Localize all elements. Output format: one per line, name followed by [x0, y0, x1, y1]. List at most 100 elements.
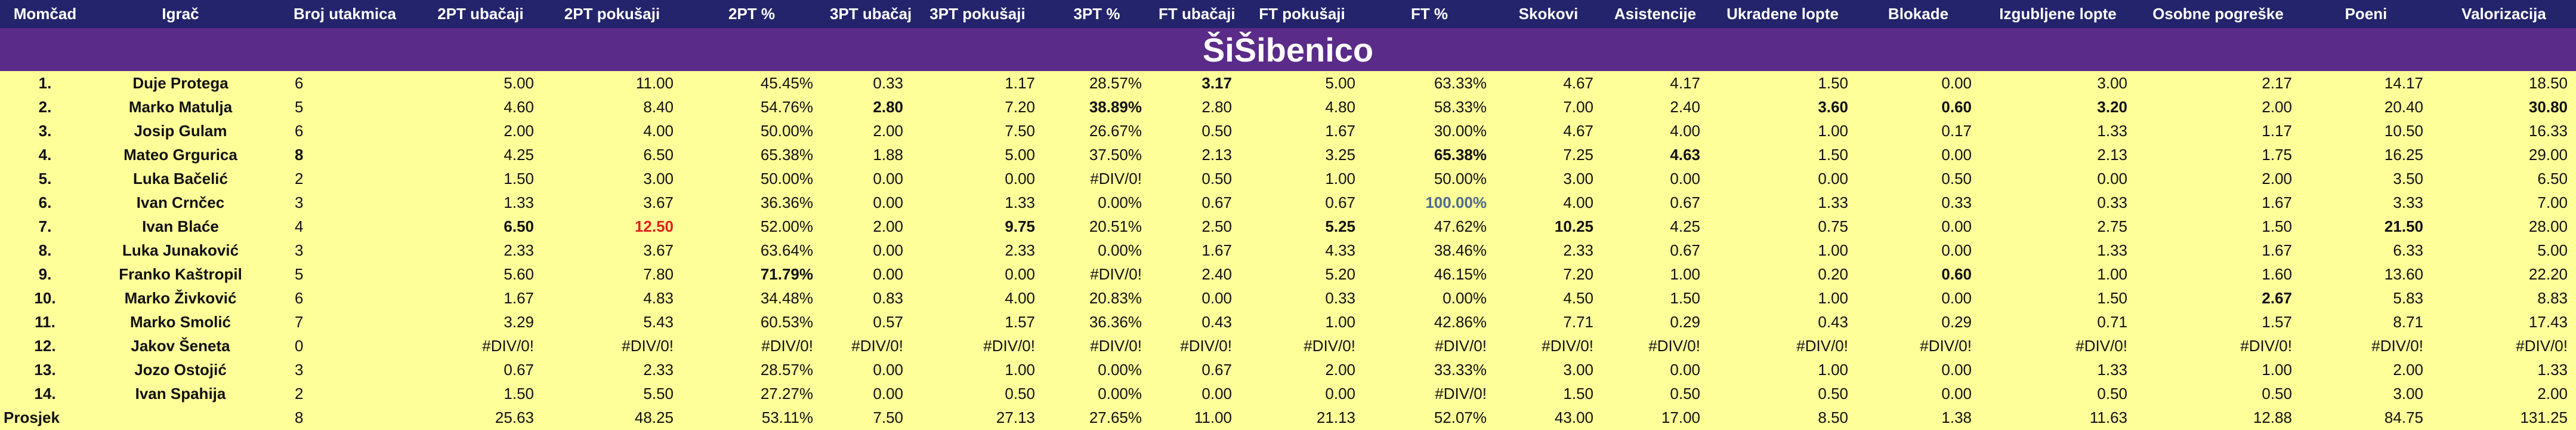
cell: 1.38 [1857, 406, 1980, 429]
cell: 4.17 [1602, 71, 1709, 95]
cell: 1.33 [2432, 358, 2576, 382]
player-row: 14. Ivan Spahija 2 1.50 5.50 27.27% 0.00 0.50 0.… [0, 382, 2576, 406]
cell: 3.20 [1980, 95, 2136, 119]
cell: #DIV/0! [1240, 334, 1364, 358]
cell: 20.83% [1043, 286, 1150, 310]
cell: 0.00% [1364, 286, 1495, 310]
cell: #DIV/0! [912, 334, 1043, 358]
cell: 2.13 [1150, 143, 1240, 167]
cell: 3.25 [1240, 143, 1364, 167]
cell: 0 [271, 334, 419, 358]
cell: 0.00 [1709, 167, 1857, 191]
cell: 3 [271, 358, 419, 382]
column-header: Momčad [0, 0, 90, 28]
column-header: FT ubačaji [1150, 0, 1240, 28]
cell: 1.33 [419, 191, 542, 214]
cell: 1.33 [1980, 358, 2136, 382]
cell: 2.80 [821, 95, 912, 119]
cell: 14. [0, 382, 90, 406]
table-body: ŠiŠibenico 1. Duje Protega 6 5.00 11.00 45.45… [0, 28, 2576, 429]
cell: 0.67 [1150, 358, 1240, 382]
column-header: 3PT ubačaji [821, 0, 912, 28]
cell: 5.25 [1240, 214, 1364, 238]
cell: 100.00% [1364, 191, 1495, 214]
cell: 4.00 [542, 119, 682, 143]
cell: 27.13 [912, 406, 1043, 429]
cell: Luka Junaković [90, 238, 271, 262]
cell: 0.00 [1857, 286, 1980, 310]
cell: 0.71 [1980, 310, 2136, 334]
column-header: 3PT % [1043, 0, 1150, 28]
cell: 25.63 [419, 406, 542, 429]
cell: 7.80 [542, 262, 682, 286]
cell: 7.00 [1495, 95, 1602, 119]
column-header: FT % [1364, 0, 1495, 28]
cell: 1.33 [1980, 119, 2136, 143]
cell: 28.57% [1043, 71, 1150, 95]
cell: 1.00 [1980, 262, 2136, 286]
cell: 7 [271, 310, 419, 334]
column-header: Poeni [2300, 0, 2432, 28]
cell: 0.00% [1043, 358, 1150, 382]
cell: 27.65% [1043, 406, 1150, 429]
cell: 4.67 [1495, 119, 1602, 143]
cell: 2.75 [1980, 214, 2136, 238]
cell: 2.00 [1240, 358, 1364, 382]
cell: 0.43 [1709, 310, 1857, 334]
cell: 1.00 [1709, 286, 1857, 310]
cell: 12.88 [2136, 406, 2300, 429]
cell: 3.00 [2300, 382, 2432, 406]
title-row: ŠiŠibenico [0, 28, 2576, 71]
cell: 6.50 [542, 143, 682, 167]
cell: 0.00% [1043, 191, 1150, 214]
cell: 11.00 [542, 71, 682, 95]
cell: 1.50 [2136, 214, 2300, 238]
cell: 1.00 [1709, 238, 1857, 262]
player-row: 12. Jakov Šeneta 0 #DIV/0! #DIV/0! #DIV/0! #DI… [0, 334, 2576, 358]
cell: 0.00 [821, 238, 912, 262]
player-row: 1. Duje Protega 6 5.00 11.00 45.45% 0.33 1.17 28… [0, 71, 2576, 95]
cell: 43.00 [1495, 406, 1602, 429]
cell: 4.25 [1602, 214, 1709, 238]
cell: 22.20 [2432, 262, 2576, 286]
cell: 1.17 [2136, 119, 2300, 143]
cell: 4.67 [1495, 71, 1602, 95]
cell: 1.00 [1602, 262, 1709, 286]
cell: 1.33 [912, 191, 1043, 214]
cell: 3.29 [419, 310, 542, 334]
cell: 18.50 [2432, 71, 2576, 95]
cell: 8 [271, 143, 419, 167]
cell: 3. [0, 119, 90, 143]
cell: 1.67 [1240, 119, 1364, 143]
cell: 5.20 [1240, 262, 1364, 286]
cell: 0.60 [1857, 262, 1980, 286]
cell: 0.00% [1043, 382, 1150, 406]
cell: 0.00 [1857, 143, 1980, 167]
cell: 2.33 [1495, 238, 1602, 262]
cell: 2.13 [1980, 143, 2136, 167]
cell: 3.50 [2300, 167, 2432, 191]
cell: Jozo Ostojić [90, 358, 271, 382]
cell: 1.75 [2136, 143, 2300, 167]
cell: 9. [0, 262, 90, 286]
cell: 0.67 [1602, 191, 1709, 214]
cell: 0.29 [1602, 310, 1709, 334]
cell: 8 [271, 406, 419, 429]
cell: #DIV/0! [1043, 334, 1150, 358]
cell: #DIV/0! [419, 334, 542, 358]
cell: 21.13 [1240, 406, 1364, 429]
cell: 28.00 [2432, 214, 2576, 238]
cell: 47.62% [1364, 214, 1495, 238]
cell: 0.67 [419, 358, 542, 382]
cell: 7.25 [1495, 143, 1602, 167]
cell: 29.00 [2432, 143, 2576, 167]
cell: 0.00 [1602, 358, 1709, 382]
cell: 1.00 [1240, 310, 1364, 334]
cell: 0.00 [821, 191, 912, 214]
cell: 34.48% [682, 286, 821, 310]
cell: 1.33 [1980, 238, 2136, 262]
cell: 2.00 [821, 214, 912, 238]
cell: 6.50 [419, 214, 542, 238]
cell: 4.80 [1240, 95, 1364, 119]
cell: 0.00 [1240, 382, 1364, 406]
